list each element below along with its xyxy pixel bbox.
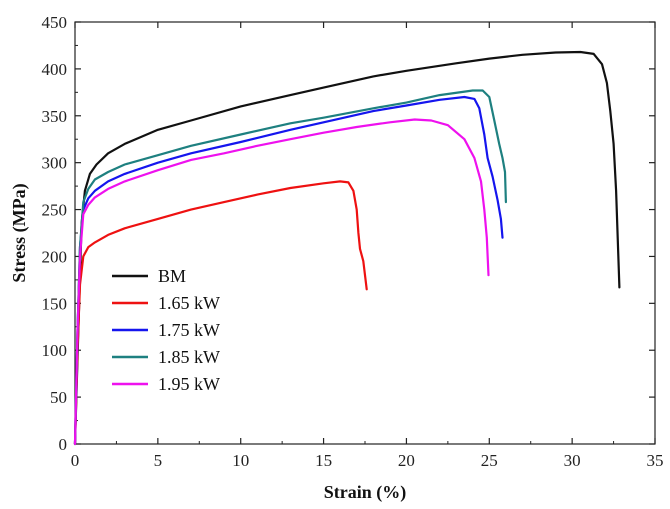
y-tick-label: 350	[42, 107, 68, 126]
y-tick-label: 150	[42, 294, 68, 313]
series-line-1-95-kw	[73, 118, 490, 446]
y-tick-label: 300	[42, 154, 68, 173]
y-tick-label: 250	[42, 201, 68, 220]
y-tick-label: 50	[50, 388, 67, 407]
legend-label: BM	[158, 266, 186, 286]
series-lines	[73, 50, 621, 446]
legend-label: 1.95 kW	[158, 374, 220, 394]
legend-label: 1.75 kW	[158, 320, 220, 340]
series-line-1-85-kw	[73, 89, 507, 446]
legend-label: 1.65 kW	[158, 293, 220, 313]
legend-label: 1.85 kW	[158, 347, 220, 367]
x-tick-label: 10	[232, 451, 249, 470]
legend: BM 1.65 kW 1.75 kW 1.85 kW 1.95 kW	[112, 266, 220, 394]
y-tick-label: 200	[42, 247, 68, 266]
y-tick-label: 400	[42, 60, 68, 79]
y-tick-label: 450	[42, 13, 68, 32]
y-tick-label: 100	[42, 341, 68, 360]
x-tick-label: 25	[481, 451, 498, 470]
x-tick-label: 5	[154, 451, 163, 470]
x-tick-label: 35	[647, 451, 664, 470]
series-line-bm	[73, 50, 621, 446]
x-tick-label: 20	[398, 451, 415, 470]
x-tick-label: 15	[315, 451, 332, 470]
axis-ticks: 0 5 10 15 20 25 30 3505010015020025030035040045…	[42, 13, 664, 470]
x-axis-title: Strain (%)	[324, 482, 407, 503]
y-tick-label: 0	[59, 435, 68, 454]
x-tick-label: 0	[71, 451, 80, 470]
series-line-1-65-kw	[73, 180, 368, 446]
y-axis-title: Stress (MPa)	[9, 183, 30, 282]
x-tick-label: 30	[564, 451, 581, 470]
series-line-1-75-kw	[73, 95, 504, 446]
